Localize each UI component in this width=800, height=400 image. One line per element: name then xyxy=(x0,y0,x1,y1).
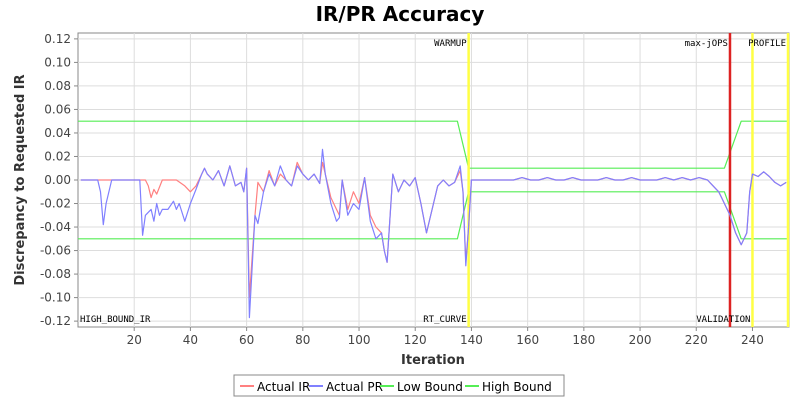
x-tick-label: 80 xyxy=(295,333,310,347)
y-tick-label: 0.00 xyxy=(44,173,71,187)
chart-title: IR/PR Accuracy xyxy=(316,2,485,26)
x-tick-label: 200 xyxy=(629,333,652,347)
x-tick-label: 20 xyxy=(127,333,142,347)
marker-label: VALIDATION xyxy=(696,315,750,325)
x-tick-label: 120 xyxy=(404,333,427,347)
series-lines xyxy=(80,148,787,319)
y-tick-label: -0.02 xyxy=(40,197,71,211)
bound-lines xyxy=(78,120,789,240)
y-tick-label: 0.02 xyxy=(44,149,71,163)
legend: Actual IR Actual PR Low Bound High Bound xyxy=(233,374,565,397)
x-tick-label: 40 xyxy=(183,333,198,347)
marker-label: max-jOPS xyxy=(685,39,728,49)
legend-box xyxy=(233,374,565,397)
y-axis-ticks: -0.12 -0.10 -0.08 -0.06 -0.04 -0.02 0.00 0.02 0.… xyxy=(40,32,78,328)
y-tick-label: 0.04 xyxy=(44,126,71,140)
series-actual-pr xyxy=(80,148,787,319)
y-tick-label: 0.10 xyxy=(44,55,71,69)
marker-label: PROFILE xyxy=(748,39,786,49)
legend-label: Actual PR xyxy=(326,380,383,394)
y-tick-label: -0.10 xyxy=(40,291,71,305)
corner-label: HIGH_BOUND_IR xyxy=(80,315,151,325)
x-tick-label: 220 xyxy=(685,333,708,347)
x-axis-label: Iteration xyxy=(401,353,465,368)
legend-label: High Bound xyxy=(482,380,552,394)
y-tick-label: -0.06 xyxy=(40,244,71,258)
y-tick-label: -0.08 xyxy=(40,267,71,281)
marker-label: RT_CURVE xyxy=(423,315,466,325)
phase-markers: WARMUP RT_CURVE max-jOPS VALIDATION PROFILE H… xyxy=(80,33,790,327)
x-tick-label: 180 xyxy=(572,333,595,347)
y-tick-label: -0.04 xyxy=(40,220,71,234)
x-tick-label: 140 xyxy=(460,333,483,347)
y-axis-label: Discrepancy to Requested IR xyxy=(13,74,28,285)
x-axis-ticks: 20 40 60 80 100 120 140 160 180 200 220 240 xyxy=(127,327,764,347)
legend-label: Low Bound xyxy=(397,380,463,394)
y-tick-label: -0.12 xyxy=(40,314,71,328)
marker-label: WARMUP xyxy=(434,39,467,49)
y-tick-label: 0.06 xyxy=(44,102,71,116)
x-tick-label: 240 xyxy=(741,333,764,347)
y-tick-label: 0.12 xyxy=(44,32,71,46)
legend-label: Actual IR xyxy=(257,380,310,394)
x-tick-label: 160 xyxy=(516,333,539,347)
series-low-bound xyxy=(78,191,789,240)
x-tick-label: 60 xyxy=(239,333,254,347)
y-tick-label: 0.08 xyxy=(44,79,71,93)
series-high-bound xyxy=(78,120,789,169)
x-tick-label: 100 xyxy=(348,333,371,347)
